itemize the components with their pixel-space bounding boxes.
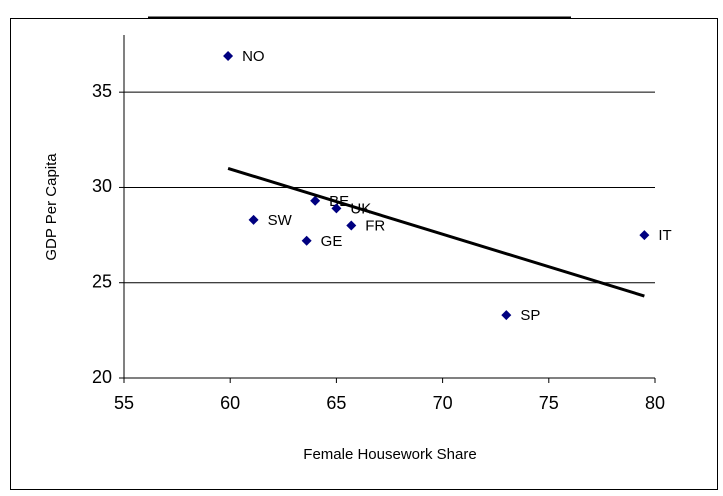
point (639, 230, 650, 241)
point-label: NO (242, 48, 264, 65)
y-tick-label: 35 (92, 81, 112, 101)
x-tick-label: 55 (114, 393, 134, 413)
y-axis-title: GDP Per Capita (43, 153, 60, 261)
x-tick-label: 75 (539, 393, 559, 413)
point-label: SP (520, 307, 540, 324)
point-label: IT (658, 227, 671, 244)
point (301, 235, 312, 246)
x-tick-label: 70 (433, 393, 453, 413)
point-label: SW (268, 212, 293, 229)
point (223, 50, 234, 61)
point (346, 220, 357, 231)
y-tick-label: 20 (92, 367, 112, 387)
x-axis-title: Female Housework Share (303, 446, 476, 463)
point-label: FR (365, 218, 385, 235)
point (248, 214, 259, 225)
x-tick-label: 80 (645, 393, 665, 413)
trendline (227, 166, 645, 298)
point (310, 195, 321, 206)
y-tick-label: 30 (92, 176, 112, 196)
x-tick-label: 65 (326, 393, 346, 413)
x-tick-label: 60 (220, 393, 240, 413)
point (501, 310, 512, 321)
y-tick-label: 25 (92, 271, 112, 291)
point (331, 203, 342, 214)
point-label: GE (321, 233, 343, 250)
